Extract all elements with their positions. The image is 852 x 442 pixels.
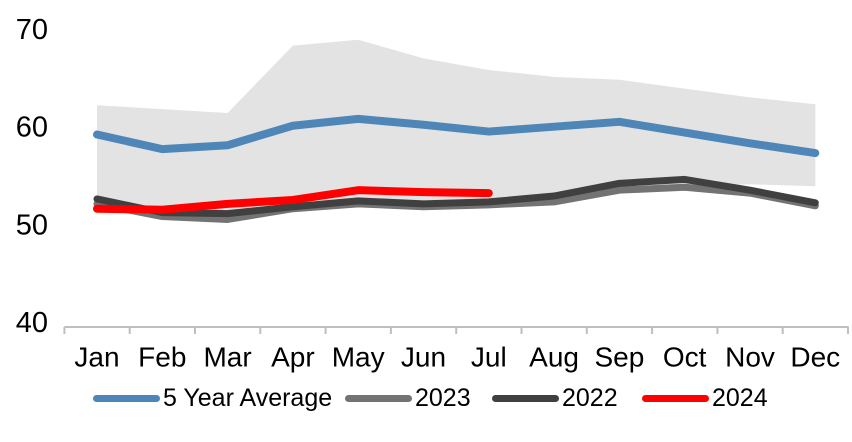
legend-item-2023: 2023 bbox=[345, 384, 471, 412]
x-axis-label: Aug bbox=[529, 342, 579, 373]
legend: 5 Year Average 2023 2022 2024 bbox=[0, 384, 852, 412]
x-axis-label: Mar bbox=[203, 342, 251, 373]
line-chart: 40 50 60 70 Jan Feb Mar Apr May Jun Jul Aug Sep Oct No… bbox=[16, 14, 849, 373]
x-axis-label: Nov bbox=[725, 342, 775, 373]
y-axis-label: 70 bbox=[16, 14, 48, 46]
x-axis-label: May bbox=[332, 342, 385, 373]
y-axis-label: 50 bbox=[16, 209, 48, 241]
legend-label-2023: 2023 bbox=[415, 383, 471, 412]
legend-swatch-5-year-average bbox=[93, 394, 160, 402]
legend-swatch-2022 bbox=[492, 394, 559, 402]
x-axis-label: Jun bbox=[401, 342, 446, 373]
legend-item-5-year-average: 5 Year Average bbox=[93, 384, 332, 412]
x-axis-label: Feb bbox=[138, 342, 186, 373]
x-axis-label: Apr bbox=[271, 342, 315, 373]
x-axis-label: Oct bbox=[663, 342, 707, 373]
series-line-2022 bbox=[93, 175, 819, 218]
legend-label-5-year-average: 5 Year Average bbox=[163, 383, 333, 412]
x-axis-label: Dec bbox=[790, 342, 840, 373]
x-axis-label: Jul bbox=[471, 342, 507, 373]
legend-swatch-2024 bbox=[642, 394, 709, 402]
series-line-5-year-average bbox=[93, 114, 820, 158]
x-axis-label: Jan bbox=[74, 342, 119, 373]
legend-item-2022: 2022 bbox=[492, 384, 618, 412]
series-line-2024 bbox=[93, 186, 493, 214]
x-axis-label: Sep bbox=[594, 342, 644, 373]
y-axis-label: 40 bbox=[16, 307, 48, 339]
y-axis-label: 60 bbox=[16, 112, 48, 144]
legend-item-2024: 2024 bbox=[642, 384, 768, 412]
legend-swatch-2023 bbox=[345, 394, 412, 402]
legend-label-2022: 2022 bbox=[562, 383, 618, 412]
legend-label-2024: 2024 bbox=[712, 383, 768, 412]
